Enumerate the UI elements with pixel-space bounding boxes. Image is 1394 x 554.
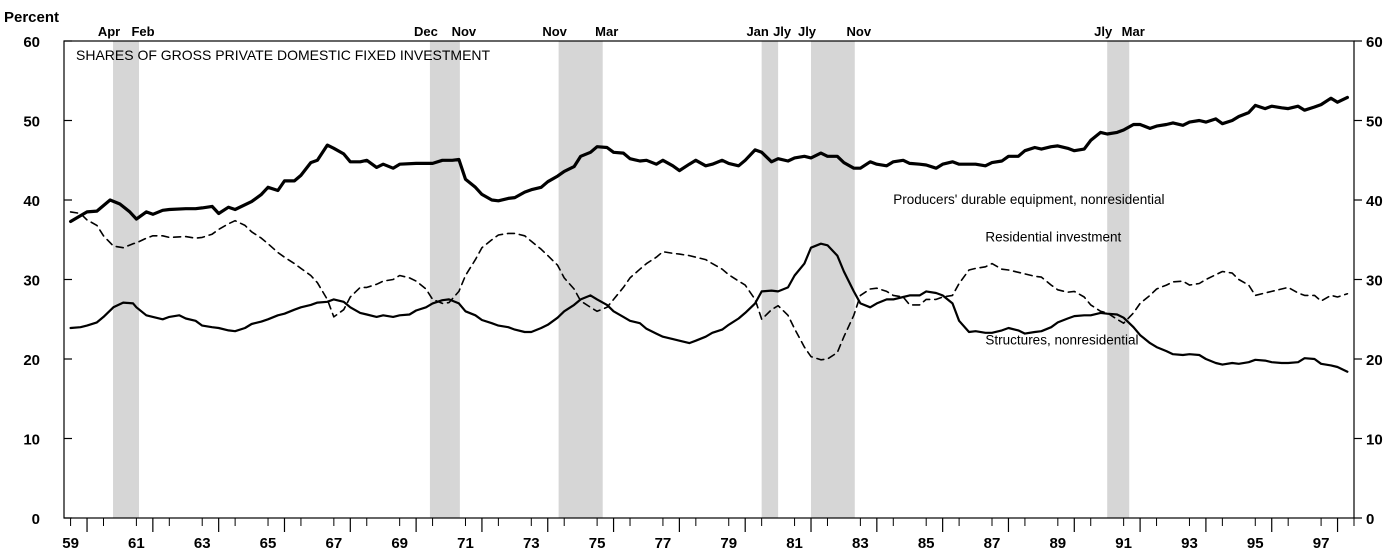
series-line (69, 242, 1349, 373)
x-tick-label: 87 (984, 535, 1001, 552)
recession-start-label: Dec (414, 24, 438, 39)
y-tick-label-left: 60 (23, 34, 40, 51)
y-tick-label-left: 20 (23, 352, 40, 369)
recession-band (761, 41, 779, 518)
x-tick-label: 91 (1115, 535, 1132, 552)
y-tick-label-left: 10 (23, 432, 40, 449)
chart-title: SHARES OF GROSS PRIVATE DOMESTIC FIXED I… (76, 47, 491, 63)
series-label: Producers' durable equipment, nonresiden… (893, 192, 1164, 207)
y-tick-label-right: 50 (1366, 114, 1383, 131)
x-tick-label: 69 (391, 535, 408, 552)
recession-end-label: Feb (131, 24, 154, 39)
recession-end-label: Jly (773, 24, 792, 39)
y-tick-label-right: 20 (1366, 352, 1383, 369)
plot-border (63, 40, 1355, 519)
y-tick-label-right: 0 (1366, 511, 1374, 528)
plot-frame (63, 40, 1355, 519)
series-line (69, 95, 1349, 224)
series-label: Structures, nonresidential (985, 333, 1138, 348)
x-tick-label: 77 (655, 535, 672, 552)
x-tick-label: 65 (260, 535, 277, 552)
x-tick-label: 93 (1181, 535, 1198, 552)
recession-band (113, 41, 140, 518)
series-label: Residential investment (985, 229, 1121, 244)
axis-ticks-group: 0 0 10 10 20 20 30 30 40 40 50 50 60 60 59 61 63 65 67 69 71… (23, 34, 1382, 552)
series-lines-group (69, 95, 1349, 373)
x-tick-label: 75 (589, 535, 606, 552)
recession-band (429, 41, 460, 518)
x-tick-label: 89 (1049, 535, 1066, 552)
x-tick-label: 83 (852, 535, 869, 552)
y-tick-label-left: 30 (23, 273, 40, 290)
x-tick-label: 73 (523, 535, 540, 552)
recession-band (1107, 41, 1130, 518)
recession-start-label: Jan (746, 24, 768, 39)
y-tick-label-left: 50 (23, 114, 40, 131)
y-tick-label-right: 40 (1366, 193, 1383, 210)
recession-start-label: Nov (542, 24, 567, 39)
recession-start-label: Apr (98, 24, 120, 39)
recession-end-label: Nov (452, 24, 477, 39)
recession-shading-group (113, 41, 1130, 518)
y-tick-label-left: 40 (23, 193, 40, 210)
x-tick-label: 63 (194, 535, 211, 552)
x-tick-label: 67 (326, 535, 343, 552)
y-tick-label-right: 60 (1366, 34, 1383, 51)
y-tick-label-right: 10 (1366, 432, 1383, 449)
recession-end-label: Mar (595, 24, 618, 39)
labels-group: Apr Feb Dec Nov Nov Mar Jan Jly Jly Nov Jly Mar Prod… (98, 24, 1165, 348)
y-tick-label-left: 0 (32, 511, 40, 528)
x-tick-label: 85 (918, 535, 935, 552)
recession-start-label: Jly (1094, 24, 1113, 39)
y-axis-label: Percent (4, 9, 59, 26)
x-tick-label: 71 (457, 535, 474, 552)
recession-end-label: Mar (1122, 24, 1145, 39)
x-tick-label: 79 (720, 535, 737, 552)
series-line (69, 211, 1349, 361)
y-tick-label-right: 30 (1366, 273, 1383, 290)
x-tick-label: 61 (128, 535, 145, 552)
x-tick-label: 95 (1247, 535, 1264, 552)
recession-start-label: Jly (798, 24, 817, 39)
x-tick-label: 97 (1313, 535, 1330, 552)
x-tick-label: 81 (786, 535, 803, 552)
recession-end-label: Nov (847, 24, 872, 39)
x-tick-label: 59 (62, 535, 79, 552)
